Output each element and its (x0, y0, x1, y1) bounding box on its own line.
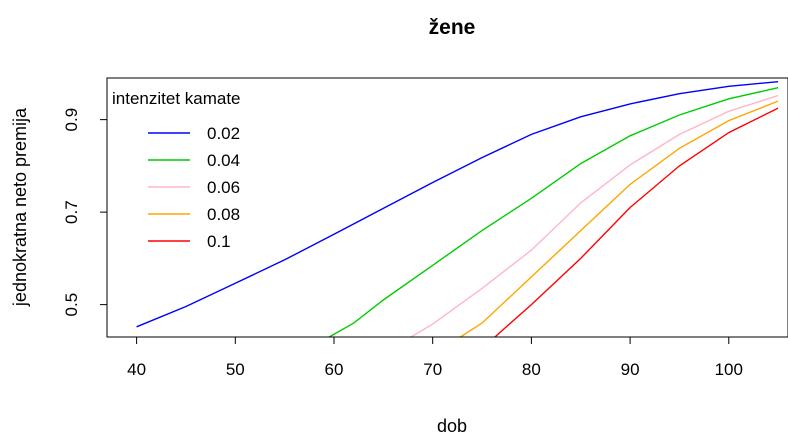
x-axis-label: dob (437, 416, 467, 436)
series-line-0.08 (459, 100, 779, 338)
legend-label: 0.08 (207, 205, 240, 224)
y-tick-label: 0.5 (62, 293, 81, 317)
series-line-0.06 (410, 94, 779, 338)
x-tick-label: 40 (127, 360, 146, 379)
legend-label: 0.04 (207, 151, 240, 170)
x-tick-label: 70 (423, 360, 442, 379)
y-tick-label: 0.7 (62, 200, 81, 224)
y-axis: 0.5 0.7 0.9 (62, 108, 108, 317)
x-axis: 40 50 60 70 80 90 100 (127, 336, 743, 379)
plot-lines (136, 81, 779, 338)
legend-label: 0.02 (207, 124, 240, 143)
legend-label: 0.06 (207, 178, 240, 197)
x-tick-label: 100 (715, 360, 743, 379)
legend: intenzitet kamate 0.02 0.04 0.06 0.08 0.1 (112, 89, 241, 251)
series-line-0.04 (328, 87, 779, 338)
legend-label: 0.1 (207, 232, 231, 251)
y-axis-label: jednokratna neto premija (10, 107, 30, 307)
series-line-0.1 (494, 107, 779, 338)
chart-title: žene (429, 16, 476, 39)
y-tick-label: 0.9 (62, 108, 81, 132)
x-tick-label: 80 (522, 360, 541, 379)
x-tick-label: 60 (325, 360, 344, 379)
x-tick-label: 50 (226, 360, 245, 379)
legend-title: intenzitet kamate (112, 89, 241, 108)
series-line-0.02 (136, 81, 779, 328)
x-tick-label: 90 (621, 360, 640, 379)
